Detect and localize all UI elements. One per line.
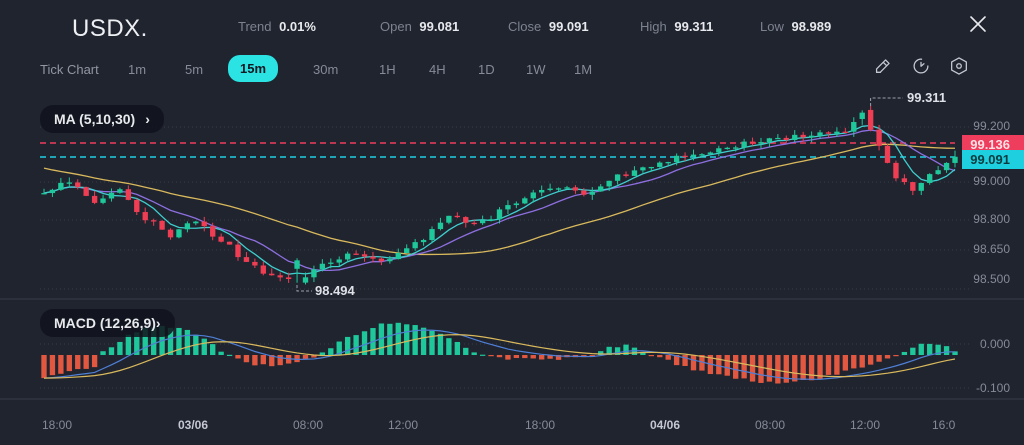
svg-text:98.494: 98.494 <box>315 283 356 298</box>
svg-text:99.311: 99.311 <box>907 90 946 105</box>
